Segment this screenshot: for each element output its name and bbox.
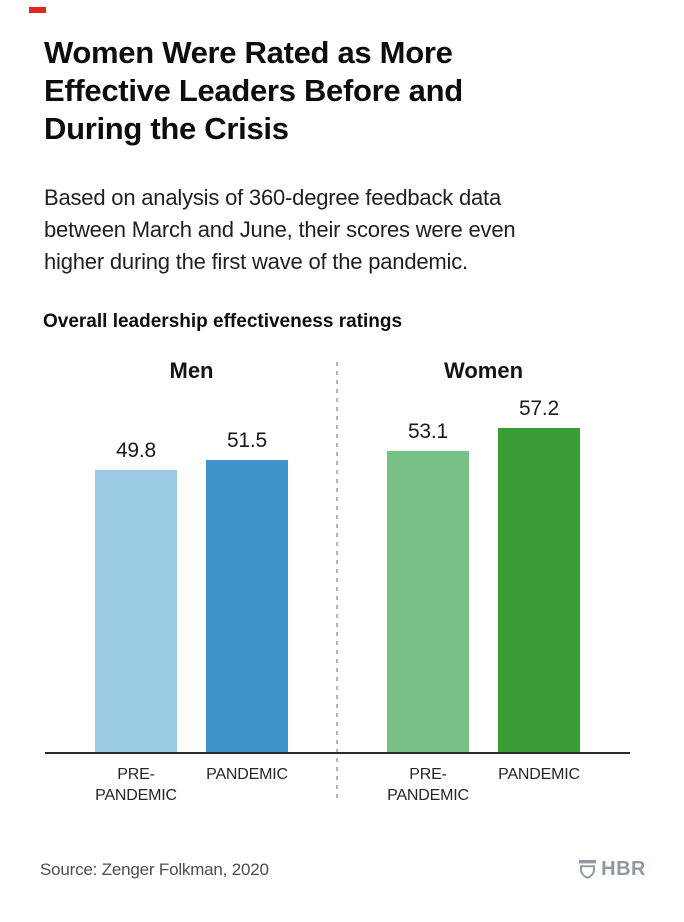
group-header-men: Men	[169, 358, 214, 383]
x-axis-labels-women: PRE- PANDEMIC PANDEMIC	[387, 764, 580, 806]
group-header-women: Women	[443, 358, 524, 383]
x-axis-label-women-pre-pandemic: PRE- PANDEMIC	[387, 766, 469, 804]
brand-accent-dash	[29, 7, 46, 13]
page-subtitle: Based on analysis of 360-degree feedback…	[44, 185, 516, 274]
bar-group-women: Women 53.1 57.2 PRE- PANDEMIC PANDEMIC	[387, 358, 580, 806]
bar-value-women-pre-pandemic: 53.1	[407, 420, 449, 443]
bar-women-pre-pandemic	[387, 451, 469, 752]
x-axis-label-women-pandemic: PANDEMIC	[498, 766, 580, 783]
hbr-shield-icon	[579, 860, 597, 879]
bar-col-men-pre-pandemic: 49.8	[95, 439, 177, 752]
bar-group-men: Men 49.8 51.5 PRE- PANDEMIC PANDEMIC	[95, 358, 288, 806]
bar-col-women-pre-pandemic: 53.1	[387, 420, 469, 752]
chart-title: Overall leadership effectiveness ratings	[43, 311, 403, 332]
bar-value-men-pre-pandemic: 49.8	[115, 439, 157, 462]
source-credit: Source: Zenger Folkman, 2020	[40, 860, 269, 879]
x-axis-label-men-pre-pandemic: PRE- PANDEMIC	[95, 766, 177, 804]
bars-women: 53.1 57.2	[387, 397, 580, 752]
hbr-logo: HBR	[578, 858, 646, 881]
x-axis-line	[45, 752, 630, 754]
x-axis-label-men-pandemic: PANDEMIC	[206, 766, 288, 783]
hbr-logo-text: HBR	[601, 858, 646, 880]
page-title: Women Were Rated as More Effective Leade…	[44, 34, 463, 146]
bar-men-pandemic	[206, 460, 288, 752]
bar-women-pandemic	[498, 428, 580, 752]
bar-col-men-pandemic: 51.5	[206, 429, 288, 752]
group-divider-dashed-line	[336, 362, 338, 803]
bar-col-women-pandemic: 57.2	[498, 397, 580, 752]
bar-value-men-pandemic: 51.5	[226, 429, 268, 452]
bar-value-women-pandemic: 57.2	[518, 397, 560, 420]
bars-men: 49.8 51.5	[95, 429, 288, 752]
bar-men-pre-pandemic	[95, 470, 177, 752]
x-axis-labels-men: PRE- PANDEMIC PANDEMIC	[95, 764, 288, 806]
